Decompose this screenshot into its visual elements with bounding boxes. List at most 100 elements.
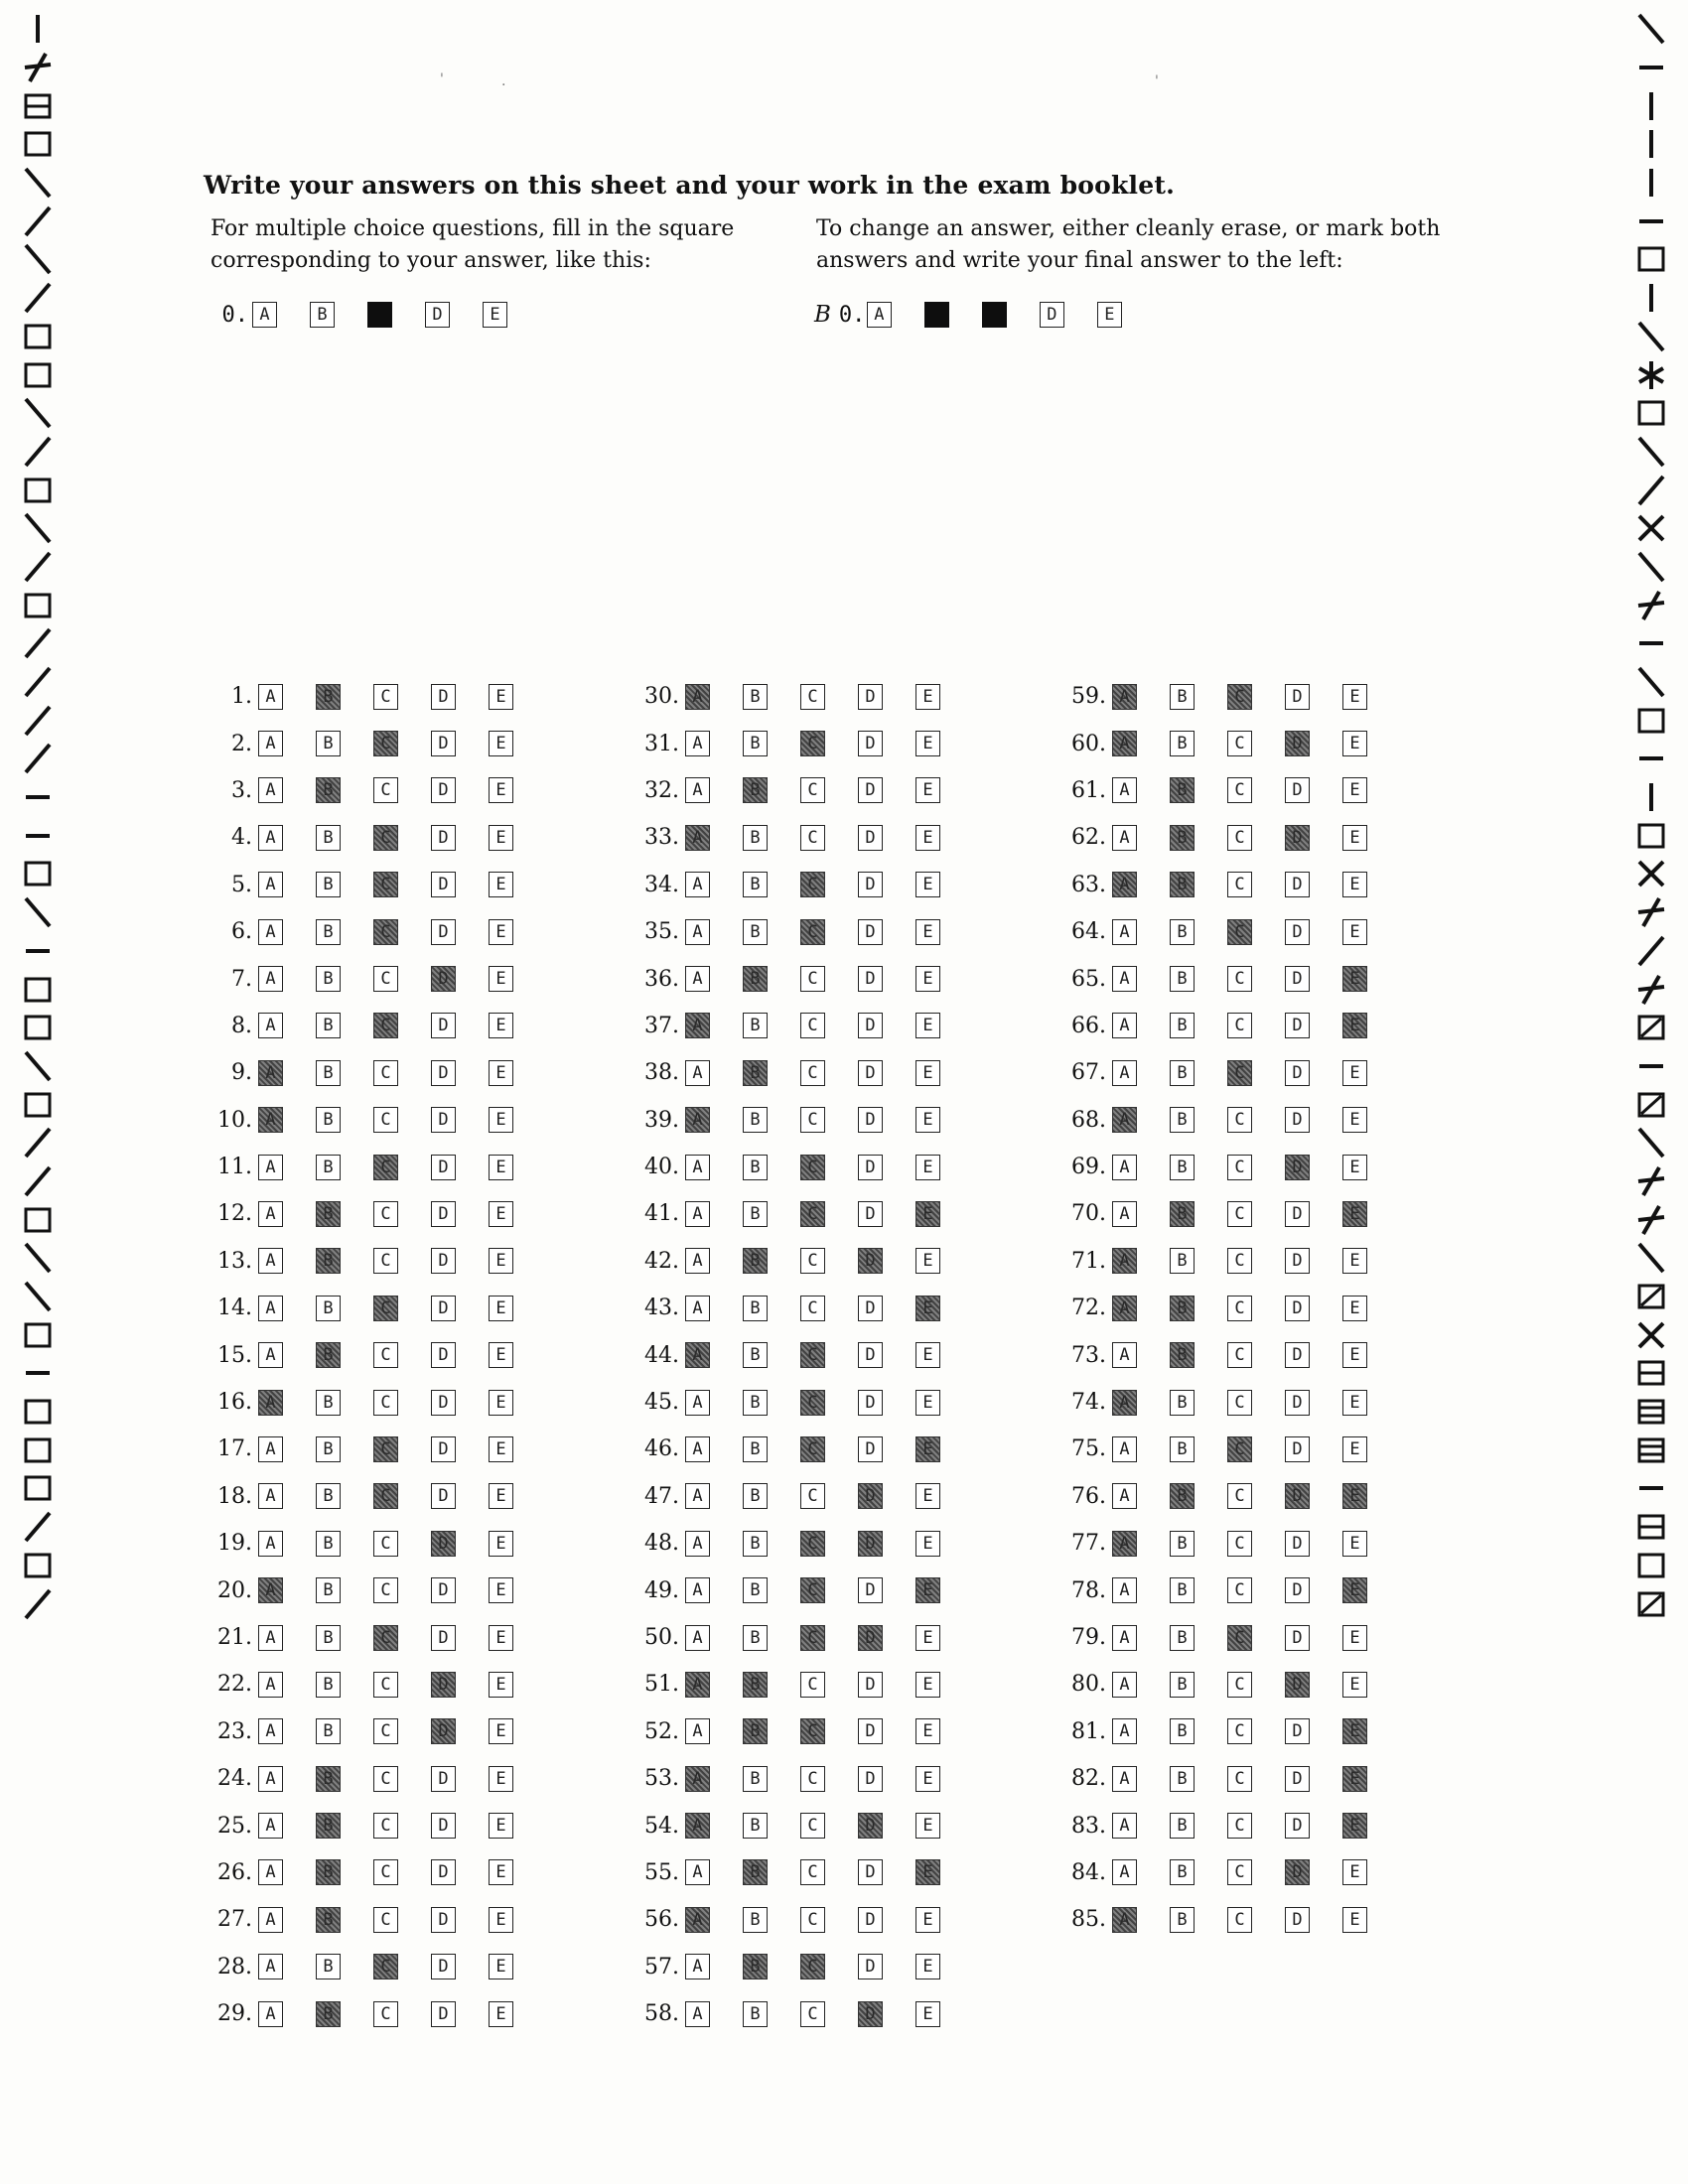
choice-box-b[interactable]: B [1170, 1389, 1195, 1416]
choice-box-d[interactable]: D [1285, 1435, 1310, 1462]
choice-box-b[interactable]: B [743, 1059, 768, 1086]
choice-box-c[interactable]: C [1227, 1107, 1252, 1134]
choice-box-e[interactable]: E [1342, 1671, 1367, 1698]
choice-box-b[interactable]: B [743, 1859, 768, 1886]
choice-box-e[interactable]: E [489, 1483, 513, 1510]
choice-box-a[interactable]: A [1112, 1859, 1137, 1886]
choice-box-b[interactable]: B [1170, 1813, 1195, 1840]
choice-box-a[interactable]: A [1112, 966, 1137, 993]
choice-box-b[interactable]: B [743, 1295, 768, 1321]
choice-box-b[interactable]: B [743, 1342, 768, 1369]
choice-box-e[interactable]: E [915, 918, 940, 945]
choice-box-c[interactable]: C [373, 918, 398, 945]
choice-box-b[interactable]: B [743, 824, 768, 851]
choice-box-c[interactable]: C [800, 1859, 825, 1886]
choice-box-c[interactable]: C [373, 1859, 398, 1886]
choice-box-c[interactable]: C [1227, 731, 1252, 757]
choice-box-c[interactable]: C [800, 2000, 825, 2027]
choice-box-e[interactable]: E [1342, 1200, 1367, 1227]
choice-box-d[interactable]: D [431, 1248, 456, 1275]
choice-box-c[interactable]: C [1227, 1295, 1252, 1321]
choice-box-b[interactable]: B [743, 1530, 768, 1557]
choice-box-a[interactable]: A [258, 1813, 283, 1840]
choice-box-a[interactable]: A [685, 1389, 710, 1416]
choice-box-a[interactable]: A [685, 1624, 710, 1651]
choice-box-d[interactable]: D [1285, 1718, 1310, 1745]
choice-box-c[interactable]: C [800, 1483, 825, 1510]
choice-box-b[interactable]: B [743, 1483, 768, 1510]
choice-box-a[interactable]: A [685, 731, 710, 757]
choice-box-d[interactable]: D [431, 683, 456, 710]
choice-box-b[interactable]: B [1170, 1107, 1195, 1134]
choice-box-c[interactable]: C [800, 1530, 825, 1557]
choice-box-b[interactable]: B [743, 1765, 768, 1792]
choice-box-d[interactable]: D [431, 1813, 456, 1840]
choice-box-b[interactable]: B [1170, 1718, 1195, 1745]
choice-box-e[interactable]: E [915, 1248, 940, 1275]
choice-box-c[interactable]: C [800, 1906, 825, 1933]
choice-box-a[interactable]: A [258, 1059, 283, 1086]
choice-box-c[interactable]: C [373, 1059, 398, 1086]
choice-box-a[interactable]: A [685, 1765, 710, 1792]
choice-box-c[interactable]: C [800, 1389, 825, 1416]
choice-box-d[interactable]: D [431, 1577, 456, 1604]
choice-box-d[interactable]: D [1285, 731, 1310, 757]
choice-box-e[interactable]: E [915, 777, 940, 804]
choice-box-b[interactable]: B [316, 1530, 341, 1557]
choice-box-b[interactable]: B [743, 1248, 768, 1275]
choice-box-a[interactable]: A [1112, 1342, 1137, 1369]
choice-box-c[interactable]: C [800, 872, 825, 898]
choice-box-c[interactable]: C [373, 777, 398, 804]
choice-box-e[interactable]: E [489, 1906, 513, 1933]
choice-box-a[interactable]: A [258, 1530, 283, 1557]
choice-box-d[interactable]: D [858, 777, 883, 804]
choice-box-d[interactable]: D [1285, 1483, 1310, 1510]
choice-box-d[interactable]: D [858, 1107, 883, 1134]
choice-box-a[interactable]: A [1112, 683, 1137, 710]
choice-box-d[interactable]: D [858, 1765, 883, 1792]
choice-box-c[interactable]: C [800, 1813, 825, 1840]
choice-box-e[interactable]: E [915, 1342, 940, 1369]
choice-box-a[interactable]: A [258, 1906, 283, 1933]
choice-box-a[interactable]: A [685, 1483, 710, 1510]
choice-box-b[interactable]: B [743, 1906, 768, 1933]
choice-box-e[interactable]: E [915, 731, 940, 757]
choice-box-a[interactable]: A [258, 1248, 283, 1275]
choice-box-b[interactable]: B [743, 1624, 768, 1651]
choice-box-c[interactable]: C [800, 777, 825, 804]
choice-box-c[interactable]: C [1227, 1435, 1252, 1462]
choice-box-e[interactable]: E [1342, 1059, 1367, 1086]
choice-box-d[interactable]: D [431, 1718, 456, 1745]
choice-box-a[interactable]: A [866, 302, 892, 328]
choice-box-b[interactable]: B [316, 731, 341, 757]
choice-box-e[interactable]: E [1342, 777, 1367, 804]
choice-box-b[interactable]: B [316, 1059, 341, 1086]
choice-box-b[interactable]: B [316, 1483, 341, 1510]
choice-box-e[interactable]: E [1342, 1624, 1367, 1651]
choice-box-c[interactable]: C [1227, 1671, 1252, 1698]
choice-box-b[interactable]: B [1170, 1295, 1195, 1321]
choice-box-d[interactable]: D [1285, 966, 1310, 993]
choice-box-b[interactable]: B [743, 731, 768, 757]
choice-box-c[interactable]: C [1227, 1577, 1252, 1604]
choice-box-c[interactable]: C [373, 1483, 398, 1510]
choice-box-d[interactable]: D [431, 1624, 456, 1651]
choice-box-d[interactable]: D [431, 1013, 456, 1039]
choice-box-d[interactable]: D [1285, 1342, 1310, 1369]
choice-box-a[interactable]: A [258, 1577, 283, 1604]
choice-box-c[interactable]: C [1227, 1859, 1252, 1886]
choice-box-b[interactable]: B [316, 1813, 341, 1840]
choice-box-a[interactable]: A [1112, 1107, 1137, 1134]
choice-box-e[interactable]: E [489, 1577, 513, 1604]
choice-box-e[interactable]: E [915, 1530, 940, 1557]
choice-box-a[interactable]: A [685, 872, 710, 898]
choice-box-e[interactable]: E [489, 918, 513, 945]
choice-box-e[interactable]: E [915, 1013, 940, 1039]
choice-box-a[interactable]: A [1112, 1295, 1137, 1321]
choice-box-d[interactable]: D [858, 1200, 883, 1227]
choice-box-a[interactable]: A [258, 1154, 283, 1180]
choice-box-c[interactable]: C [1227, 1624, 1252, 1651]
choice-box-d[interactable]: D [1285, 872, 1310, 898]
choice-box-c[interactable]: C [800, 1577, 825, 1604]
choice-box-a[interactable]: A [1112, 1530, 1137, 1557]
